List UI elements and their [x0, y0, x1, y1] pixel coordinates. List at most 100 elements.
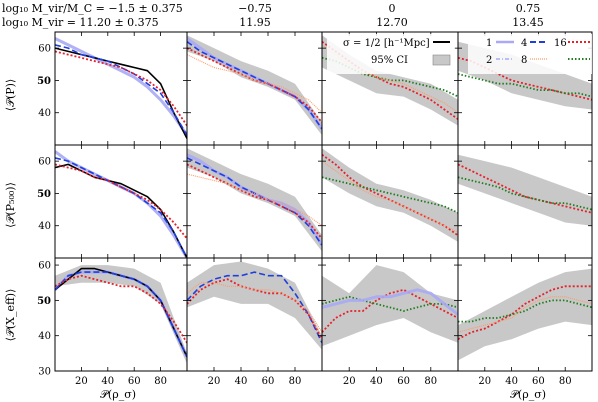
row-label-1: log₁₀ M_vir/M_C = −1.5 ± 0.375	[2, 2, 183, 15]
y-tick-label: 60	[38, 261, 51, 272]
panel-r2-c3	[457, 257, 593, 372]
col-4-ratio: 0.75	[516, 2, 541, 15]
panel-frame	[457, 257, 593, 372]
ci-band	[187, 261, 322, 350]
legend-right: 1 4 16 2 8	[468, 34, 592, 74]
legend-right-bg	[468, 34, 592, 74]
legend-entry-2: 2	[486, 55, 492, 66]
series-line-n16	[458, 163, 592, 214]
y-tick-label: 40	[38, 221, 51, 232]
legend-left: σ = 1/2 [h⁻¹Mpc] 95% CI	[327, 34, 455, 74]
legend-entry-4: 4	[521, 38, 527, 49]
x-tick-label: 80	[424, 376, 437, 387]
series-line-n8	[187, 282, 322, 333]
x-tick-label: 80	[289, 376, 302, 387]
panel-frame	[54, 144, 188, 259]
x-tick-label: 20	[478, 376, 491, 387]
panel-r0-c0	[54, 31, 188, 146]
panel-r1-c2	[321, 144, 459, 259]
panel-plot-area	[187, 261, 322, 350]
series-line-n16	[322, 288, 458, 333]
series-line-n4	[55, 44, 187, 136]
series-line-n8	[187, 173, 322, 227]
panel-r1-c3	[457, 144, 593, 259]
panel-plot-area	[187, 35, 322, 136]
col-2-mass: 11.95	[239, 16, 271, 29]
legend-entry-8: 8	[521, 55, 527, 66]
xlabel-col-4: 𝒫(ρ_σ)	[510, 388, 546, 401]
panel-r2-c0	[54, 257, 188, 372]
x-tick-label: 20	[343, 376, 356, 387]
legend-entry-16: 16	[554, 38, 567, 49]
series-line-n16	[55, 50, 187, 127]
panel-r1-c0	[54, 144, 188, 259]
ci-band	[458, 154, 592, 226]
x-tick-label: 40	[101, 376, 114, 387]
x-tick-label: 80	[559, 376, 572, 387]
series-line-n32	[458, 176, 592, 211]
panel-plot-area	[458, 268, 592, 361]
series-line-n16	[187, 163, 322, 240]
ci-band	[322, 148, 458, 242]
series-line-n2	[322, 288, 458, 316]
panel-r1-c1	[186, 144, 323, 259]
panel-plot-area	[322, 265, 458, 347]
ylabel-row-1: ⟨𝒫(P)⟩	[4, 79, 17, 112]
panel-r2-c1	[186, 257, 323, 372]
y-tick-label: 50	[37, 76, 51, 87]
panel-plot-area	[55, 265, 187, 364]
x-tick-label: 40	[235, 376, 248, 387]
series-line-n16	[322, 40, 458, 120]
series-line-n16	[458, 56, 592, 101]
ci-band	[322, 265, 458, 347]
series-line-n8	[322, 44, 458, 114]
x-tick-label: 40	[370, 376, 383, 387]
ci-band	[55, 265, 187, 364]
panel-r2-c2	[321, 257, 459, 372]
ci-band	[187, 148, 322, 252]
panel-plot-area	[322, 35, 458, 126]
series-line-n16	[55, 274, 187, 344]
col-3-mass: 12.70	[376, 16, 408, 29]
series-line-n32	[322, 176, 458, 214]
y-tick-label: 60	[38, 157, 51, 168]
legend-line-label: σ = 1/2 [h⁻¹Mpc]	[343, 38, 430, 49]
series-line-n16	[458, 285, 592, 340]
ci-band	[322, 35, 458, 126]
y-tick-label: 40	[38, 331, 51, 342]
x-tick-label: 60	[532, 376, 545, 387]
y-tick-label: 40	[38, 108, 51, 119]
series-line-n16	[322, 153, 458, 237]
panels-layer	[54, 31, 593, 372]
y-tick-label: 50	[37, 296, 51, 307]
header: log₁₀ M_vir/M_C = −1.5 ± 0.375 log₁₀ M_v…	[2, 2, 544, 29]
series-line-n2	[187, 37, 322, 130]
ylabel-row-2: ⟨𝒫(P₅₀₀)⟩	[4, 182, 17, 228]
series-line-n1	[55, 47, 187, 139]
panel-plot-area	[55, 37, 187, 139]
series-line-n2	[55, 37, 187, 137]
panel-r0-c1	[186, 31, 323, 146]
series-line-n8	[187, 54, 322, 114]
legend-band-swatch	[432, 54, 451, 66]
row-label-2: log₁₀ M_vir = 11.20 ± 0.375	[2, 16, 159, 29]
series-line-n16	[187, 47, 322, 123]
col-4-mass: 13.45	[512, 16, 544, 29]
legend-left-bg	[327, 34, 455, 74]
legend-band-label: 95% CI	[371, 55, 408, 66]
panel-plot-area	[55, 150, 187, 258]
series-line-n4	[55, 157, 187, 258]
series-line-n8	[458, 296, 592, 333]
xlabel-col-1: 𝒫(ρ_σ)	[100, 388, 136, 401]
series-line-n4	[187, 271, 322, 344]
series-line-n1	[55, 163, 187, 258]
panel-plot-area	[187, 148, 322, 252]
tick-labels: 40 50 60 40 50 60 30 40 50 60 20 40 60 80 20 40 60 80 20 40…	[37, 44, 571, 387]
y-tick-label: 50	[37, 189, 51, 200]
y-tick-label: 30	[38, 367, 51, 378]
y-tick-label: 60	[38, 44, 51, 55]
series-line-n32	[322, 295, 458, 312]
legend-entry-1: 1	[486, 38, 492, 49]
x-tick-label: 60	[262, 376, 275, 387]
